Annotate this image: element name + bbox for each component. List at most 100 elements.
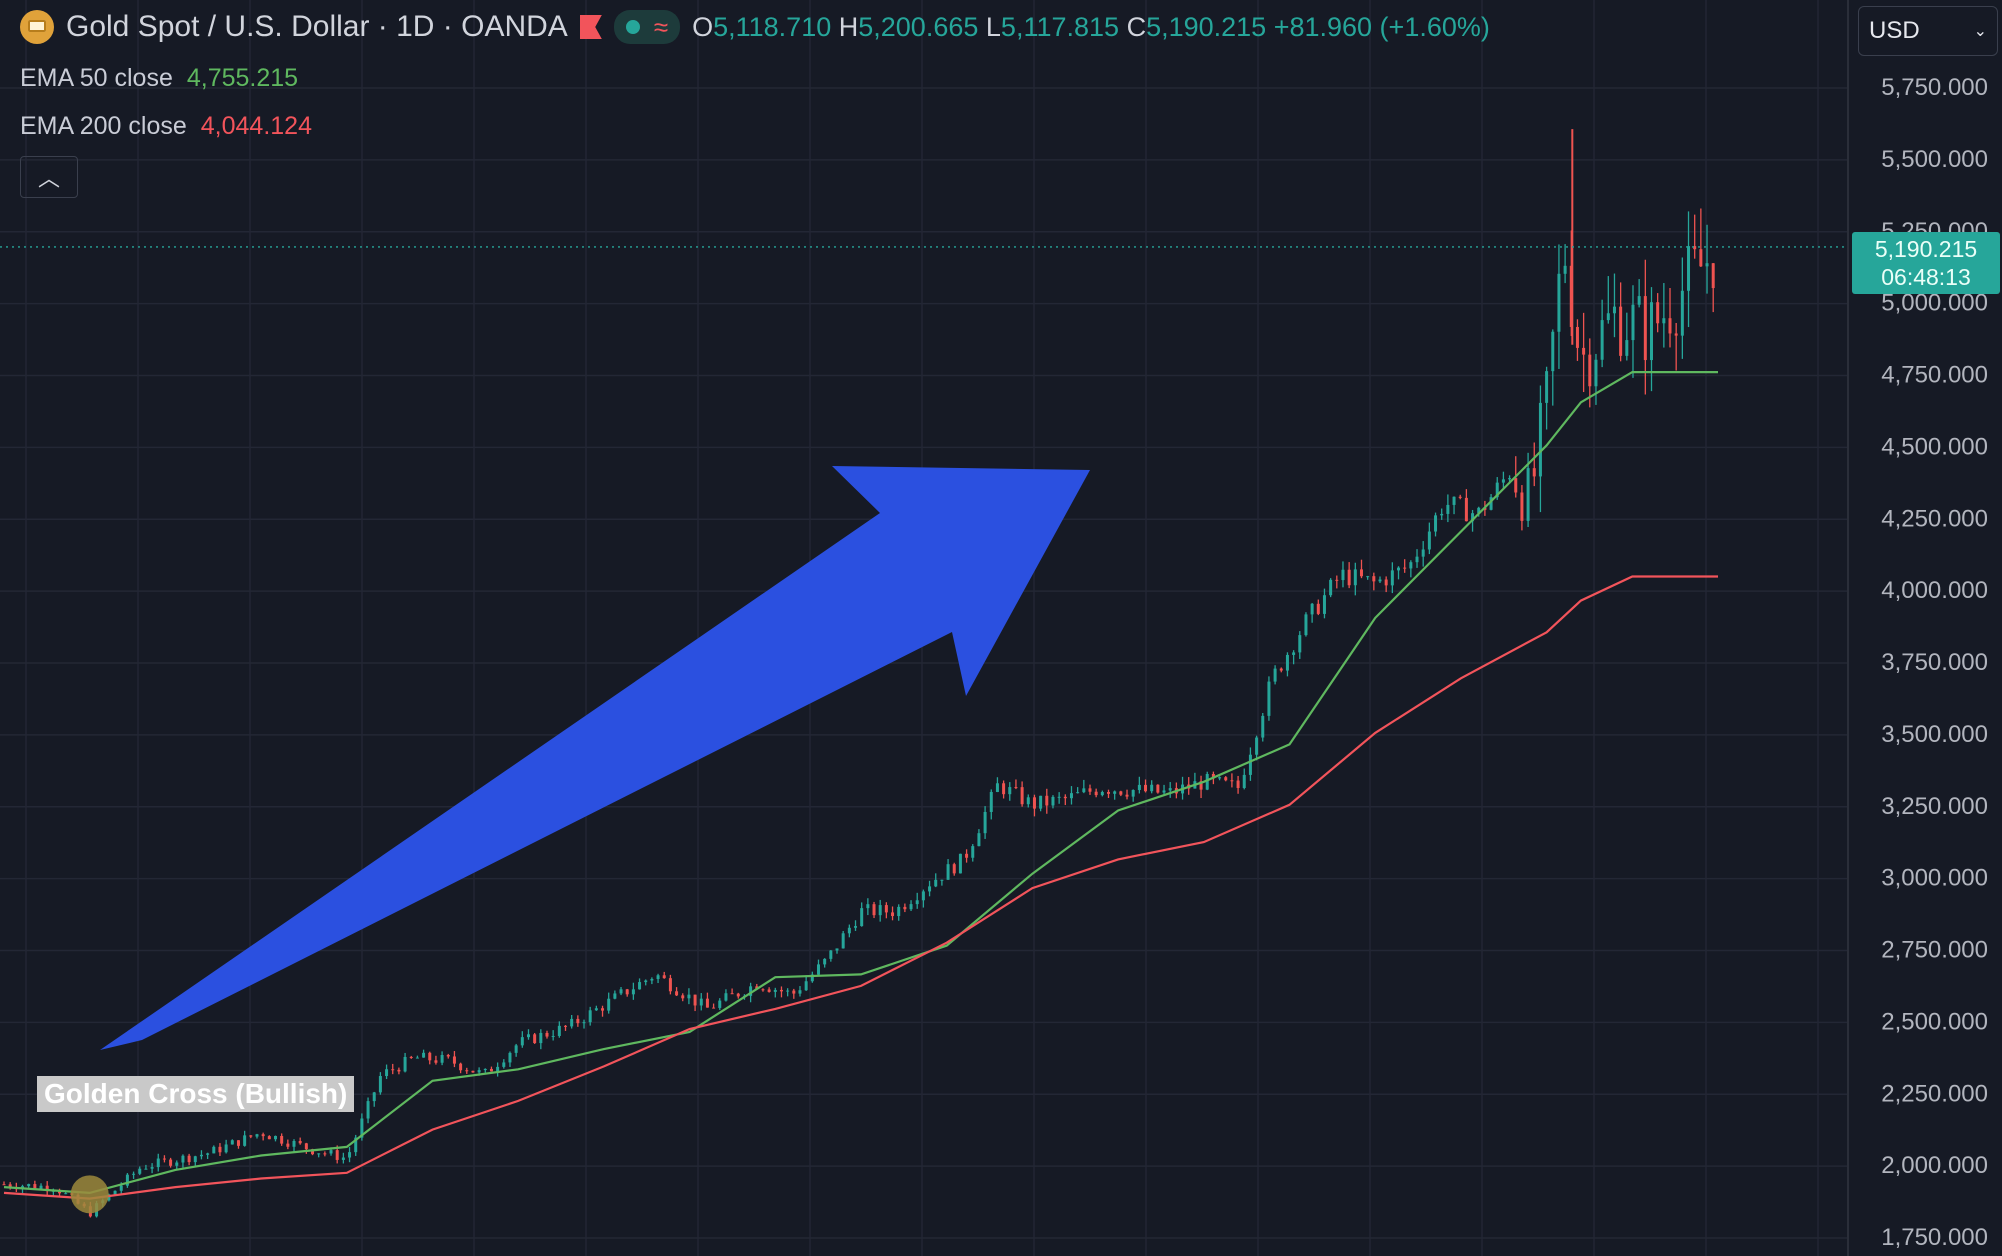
candle-body <box>1113 791 1117 794</box>
flag-icon[interactable] <box>579 15 602 39</box>
candle-body <box>58 1190 62 1194</box>
candle-body <box>452 1056 456 1064</box>
candle-body <box>928 886 932 892</box>
candle-body <box>570 1018 574 1027</box>
candle-body <box>298 1140 302 1144</box>
candle-body <box>1514 478 1518 493</box>
change-value: +81.960 (+1.60%) <box>1273 11 1490 42</box>
candle-body <box>199 1154 203 1157</box>
y-tick-label: 4,000.000 <box>1881 577 1988 604</box>
candle-body <box>1107 792 1111 794</box>
candle-body <box>323 1153 327 1155</box>
candle-body <box>1063 796 1067 799</box>
candle-body <box>8 1184 12 1188</box>
candle-body <box>1594 359 1598 387</box>
candle-body <box>267 1136 271 1140</box>
ema200-legend[interactable]: EMA 200 close 4,044.124 <box>20 112 312 141</box>
collapse-legend-button[interactable]: ︿ <box>20 156 78 198</box>
golden-cross-label[interactable]: Golden Cross (Bullish) <box>37 1076 355 1112</box>
candle-body <box>1224 777 1228 781</box>
candle-body <box>1069 793 1073 799</box>
candle-body <box>1248 754 1252 775</box>
candle-body <box>1674 333 1678 336</box>
candle-body <box>1637 296 1641 305</box>
candle-body <box>489 1068 493 1072</box>
candle-body <box>1526 468 1530 521</box>
candle-body <box>946 864 950 880</box>
ema50-legend[interactable]: EMA 50 close 4,755.215 <box>20 64 298 93</box>
candle-body <box>995 783 999 792</box>
y-tick-label: 2,500.000 <box>1881 1008 1988 1035</box>
candle-body <box>1409 562 1413 569</box>
candle-body <box>360 1118 364 1138</box>
market-status-pill[interactable]: ≈ <box>613 10 681 44</box>
candle-body <box>1489 497 1493 510</box>
candle-body <box>1353 569 1357 586</box>
candle-body <box>958 853 962 874</box>
candle-body <box>273 1135 277 1140</box>
candle-body <box>181 1155 185 1163</box>
candle-body <box>656 975 660 980</box>
candle-body <box>1711 263 1715 289</box>
candle-body <box>1520 492 1524 521</box>
candle-body <box>779 989 783 992</box>
candle-body <box>1304 614 1308 636</box>
candle-body <box>317 1153 321 1155</box>
ema50-line <box>3 371 1718 1195</box>
candle-body <box>514 1045 518 1053</box>
candle-body <box>206 1153 210 1155</box>
candle-body <box>440 1055 444 1063</box>
candle-body <box>718 1000 722 1008</box>
candle-body <box>884 905 888 913</box>
candle-body <box>341 1157 345 1160</box>
y-tick-label: 4,250.000 <box>1881 505 1988 532</box>
candle-body <box>1545 371 1549 403</box>
y-tick-label: 5,750.000 <box>1881 74 1988 101</box>
candle-body <box>335 1150 339 1160</box>
candle-body <box>1285 654 1289 671</box>
candle-body <box>952 864 956 874</box>
candle-body <box>1452 496 1456 505</box>
candle-body <box>1045 795 1049 806</box>
candle-body <box>1384 579 1388 586</box>
candle-body <box>304 1143 308 1150</box>
candle-body <box>940 879 944 881</box>
candle-body <box>1199 781 1203 790</box>
candle-body <box>1434 515 1438 532</box>
candle-body <box>150 1167 154 1169</box>
gold-coin-icon <box>20 10 54 44</box>
candle-body <box>983 811 987 834</box>
candle-body <box>724 993 728 1001</box>
candle-body <box>280 1135 284 1144</box>
candle-body <box>909 904 913 910</box>
candle-body <box>1538 402 1542 477</box>
candle-body <box>934 879 938 887</box>
candle-body <box>230 1140 234 1145</box>
currency-select[interactable]: USD ⌄ <box>1858 6 1998 56</box>
candle-body <box>502 1062 506 1067</box>
y-tick-label: 2,750.000 <box>1881 937 1988 964</box>
candle-body <box>1322 595 1326 614</box>
symbol-legend: Gold Spot / U.S. Dollar · 1D · OANDA ≈ O… <box>20 10 1490 44</box>
candle-body <box>1014 787 1018 789</box>
candle-body <box>1335 579 1339 581</box>
candle-body <box>1230 780 1234 782</box>
y-tick-label: 3,250.000 <box>1881 793 1988 820</box>
candle-body <box>162 1158 166 1160</box>
candle-body <box>835 948 839 951</box>
candle-body <box>415 1057 419 1059</box>
candle-body <box>891 912 895 917</box>
candle-body <box>631 989 635 995</box>
candle-body <box>903 906 907 910</box>
candle-body <box>1100 792 1104 796</box>
close-value: 5,190.215 <box>1146 11 1267 42</box>
last-price-tag: 5,190.215 06:48:13 <box>1852 232 2000 294</box>
candle-body <box>847 927 851 934</box>
symbol-title[interactable]: Gold Spot / U.S. Dollar · 1D · OANDA <box>66 10 568 43</box>
y-tick-label: 5,000.000 <box>1881 290 1988 317</box>
candle-body <box>792 990 796 994</box>
candle-body <box>662 975 666 979</box>
candle-body <box>243 1135 247 1146</box>
candle-body <box>1020 787 1024 805</box>
